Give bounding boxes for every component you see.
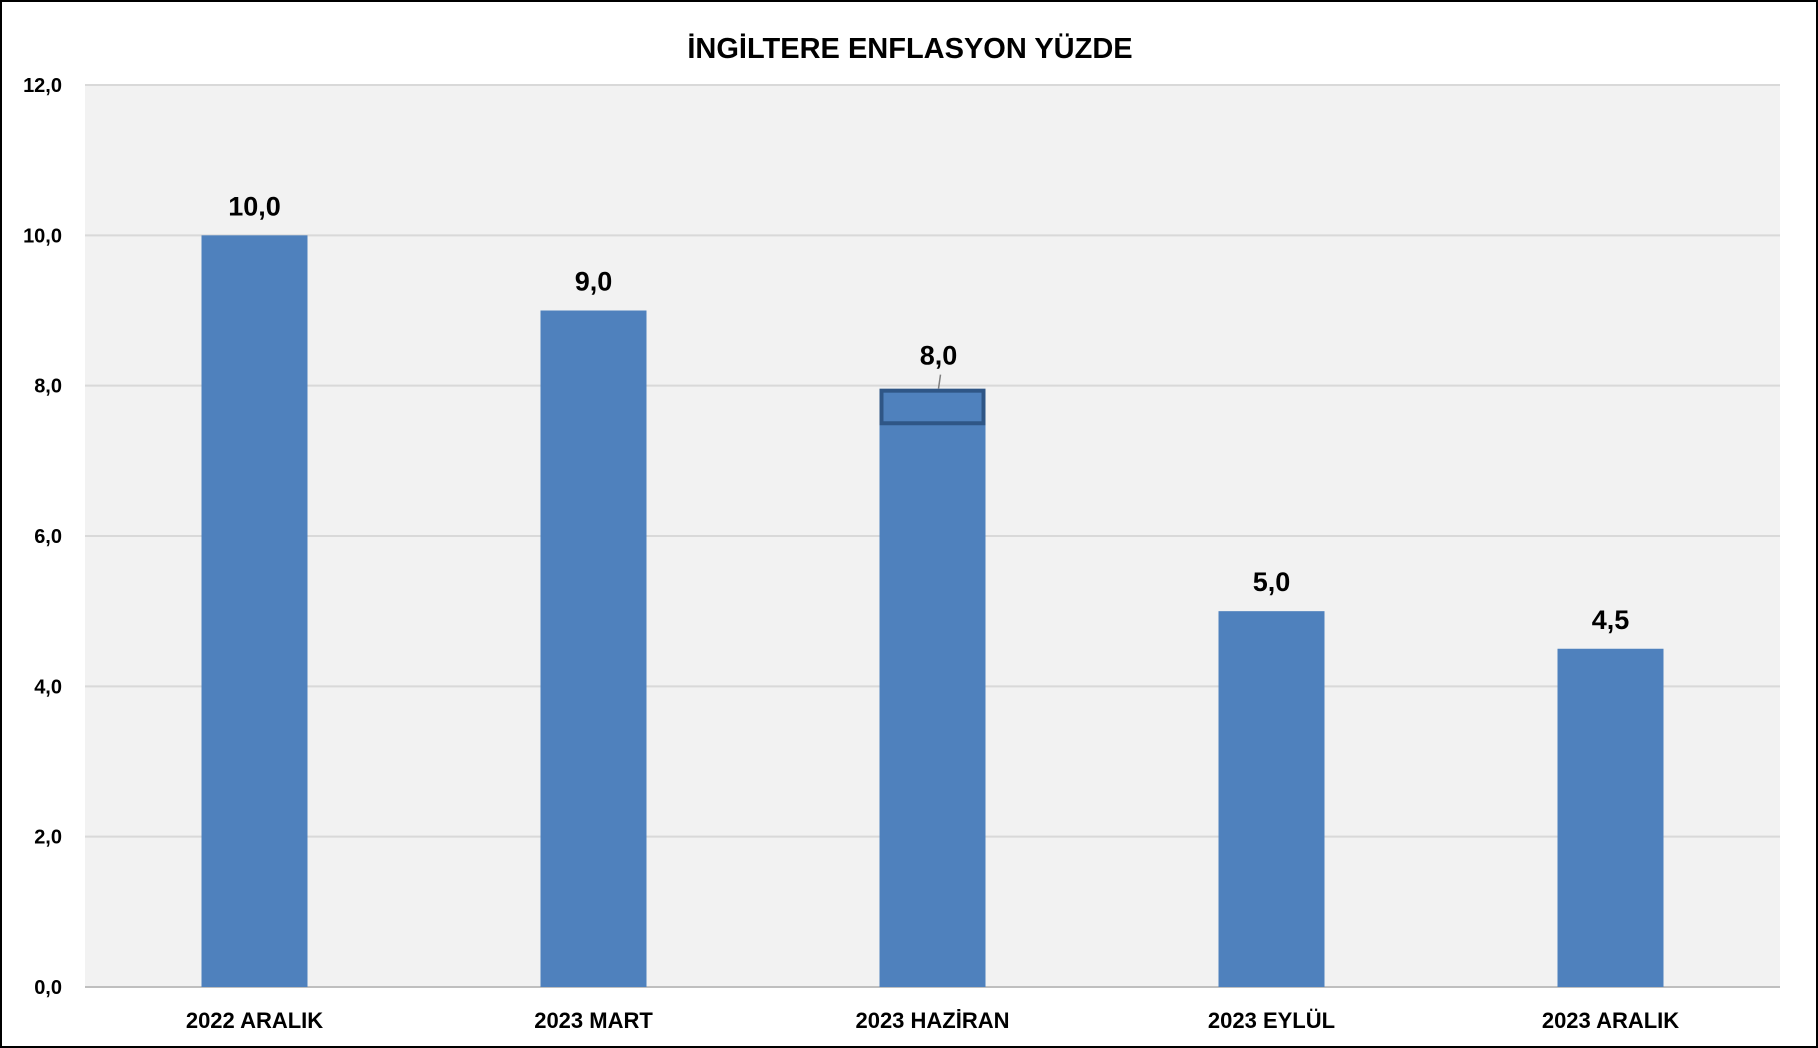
y-tick-label: 4,0 <box>34 676 62 698</box>
x-axis-ticks: 2022 ARALIK 2023 MART 2023 HAZİRAN 2023 EYL… <box>186 1008 1679 1033</box>
data-label: 5,0 <box>1253 567 1291 597</box>
y-tick-label: 2,0 <box>34 827 62 849</box>
bar <box>201 235 308 988</box>
x-tick-label: 2023 MART <box>534 1008 653 1033</box>
bar <box>1218 611 1325 987</box>
bar <box>879 423 986 987</box>
y-tick-label: 0,0 <box>34 977 62 999</box>
data-label-leader <box>937 374 942 389</box>
y-tick-label: 12,0 <box>23 75 62 97</box>
y-tick-label: 10,0 <box>23 225 62 247</box>
data-label: 9,0 <box>575 267 613 297</box>
bar-highlight <box>879 388 986 426</box>
data-label: 10,0 <box>228 191 281 221</box>
bar <box>540 310 647 987</box>
bar <box>1557 648 1664 987</box>
chart-title: İNGİLTERE ENFLASYON YÜZDE <box>687 32 1132 65</box>
y-tick-label: 8,0 <box>34 376 62 398</box>
data-label: 8,0 <box>920 341 958 371</box>
y-axis-ticks: 0,0 2,0 4,0 6,0 8,0 10,0 12,0 <box>23 75 62 999</box>
x-tick-label: 2023 ARALIK <box>1542 1008 1679 1033</box>
bars <box>201 235 1664 988</box>
x-tick-label: 2023 HAZİRAN <box>855 1008 1009 1033</box>
x-tick-label: 2022 ARALIK <box>186 1008 323 1033</box>
x-tick-label: 2023 EYLÜL <box>1208 1008 1335 1033</box>
data-labels: 10,0 9,0 8,0 5,0 4,5 <box>228 191 1629 634</box>
y-tick-label: 6,0 <box>34 526 62 548</box>
data-label: 4,5 <box>1592 605 1630 635</box>
